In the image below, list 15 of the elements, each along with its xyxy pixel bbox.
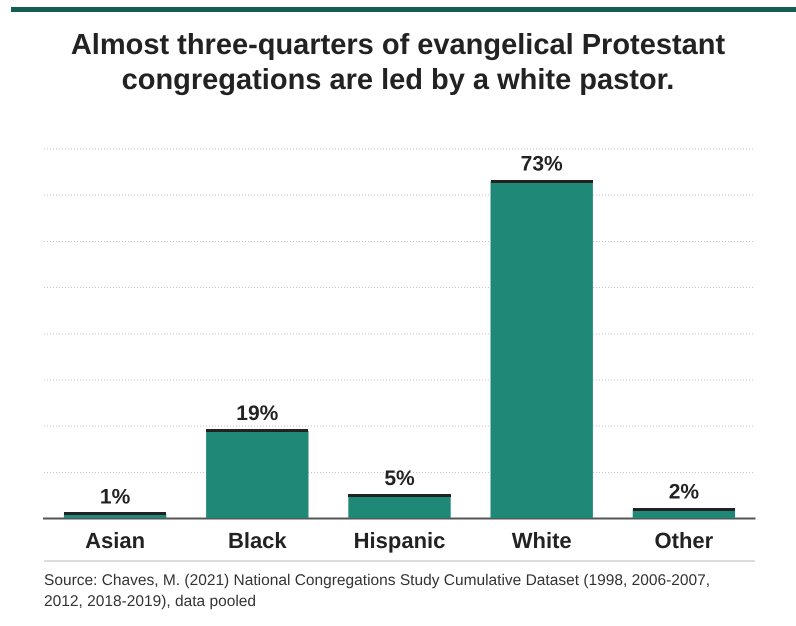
bar	[348, 496, 451, 518]
data-label: 73%	[520, 152, 564, 176]
bar	[490, 181, 593, 518]
x-tick-label: Asian	[85, 528, 146, 553]
bar	[206, 430, 308, 518]
x-tick-label: Black	[228, 528, 288, 553]
chart-title: Almost three-quarters of evangelical Protestant congregations are led by a white pastor.	[70, 28, 726, 98]
data-label: 19%	[236, 402, 279, 426]
data-label: 5%	[384, 466, 415, 490]
source-note: Source: Chaves, M. (2021) National Congregations Study Cumulative Dataset (1998, 2006-2007, 2012, 2018-2019), data pooled	[44, 571, 712, 612]
x-tick-label: Hispanic	[354, 528, 446, 553]
x-tick-label: White	[512, 528, 572, 553]
x-tick-label: Other	[654, 528, 714, 553]
data-label: 1%	[100, 485, 131, 508]
data-label: 2%	[668, 480, 700, 504]
